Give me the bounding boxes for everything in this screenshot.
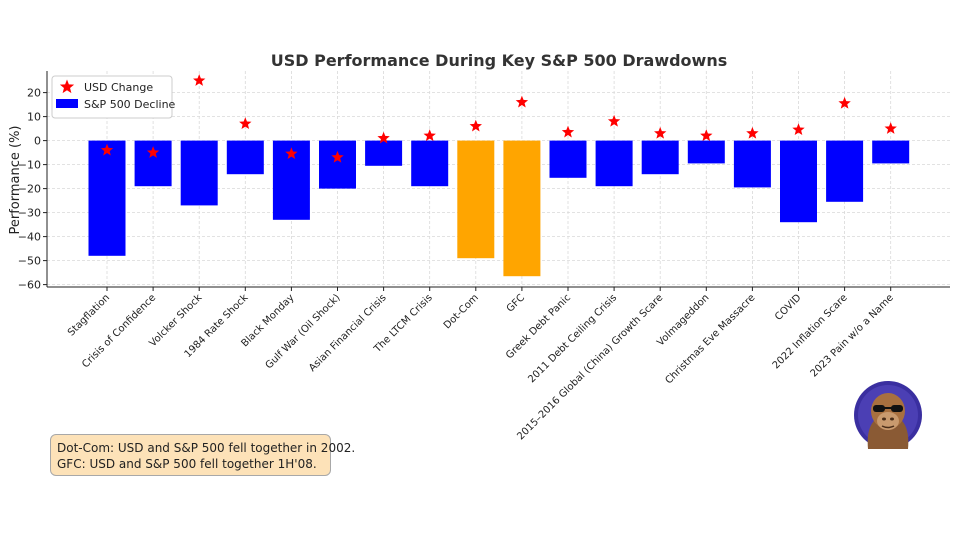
bar-15	[733, 140, 771, 188]
bar-11	[549, 140, 587, 178]
bar-16	[780, 140, 817, 223]
usd-star-3	[193, 74, 206, 86]
usd-star-14	[700, 129, 713, 142]
bar-3	[180, 140, 218, 206]
annotation-box: Dot-Com: USD and S&P 500 fell together i…	[50, 434, 356, 476]
usd-star-17	[838, 96, 851, 109]
bar-1	[88, 140, 126, 256]
x-tick-label: 2011 Debt Ceiling Crisis	[526, 292, 619, 385]
bar-12	[595, 140, 633, 187]
usd-star-2	[146, 146, 160, 158]
bars	[88, 140, 910, 277]
x-tick-label: Christmas Eve Massacre	[663, 292, 757, 386]
usd-star-5	[285, 147, 298, 160]
y-axis-label: Performance (%)	[8, 125, 23, 234]
usd-star-8	[423, 129, 436, 142]
x-tick-label: Dot-Com	[442, 292, 481, 331]
legend-frame	[51, 75, 173, 119]
usd-star-1	[100, 143, 114, 156]
usd-star-10	[515, 95, 529, 108]
x-tick-label: COVID	[773, 292, 804, 323]
x-tick-label: Gulf War (Oil Shock)	[264, 292, 343, 371]
usd-star-6	[331, 150, 344, 163]
x-tick-label: 2023 Pain w/o a Name	[809, 292, 896, 379]
bar-14	[687, 140, 725, 164]
annotation-dotcom: Dot-Com: USD and S&P 500 fell together i…	[57, 441, 356, 455]
legend-label-sp500: S&P 500 Decline	[84, 98, 176, 111]
usd-star-12	[607, 114, 621, 127]
bar-4	[226, 140, 264, 175]
y-tick-label: −50	[18, 255, 41, 268]
usd-star-15	[746, 126, 759, 139]
y-tick-label: −60	[18, 279, 41, 292]
usd-star-11	[561, 125, 575, 138]
chart-title: USD Performance During Key S&P 500 Drawd…	[271, 51, 728, 70]
x-tick-label: Asian Financial Crisis	[307, 292, 389, 374]
y-tick-label: −30	[18, 207, 41, 220]
x-tick-label: GFC	[505, 292, 527, 314]
x-tick-label: Stagflation	[66, 292, 112, 338]
legend: USD Change S&P 500 Decline	[51, 75, 176, 119]
usd-star-16	[792, 123, 805, 136]
bar-13	[641, 140, 679, 175]
usd-star-4	[239, 117, 252, 130]
bar-7	[365, 140, 403, 166]
bar-10	[503, 140, 541, 277]
bar-8	[411, 140, 449, 187]
bar-6	[319, 140, 356, 189]
y-tick-label: −10	[18, 159, 41, 172]
y-tick-label: 20	[27, 87, 41, 100]
gorilla-avatar-icon	[854, 381, 922, 449]
x-tick-label: 2022 Inflation Scare	[771, 292, 850, 371]
usd-star-7	[377, 131, 390, 144]
legend-bar-swatch	[56, 99, 78, 108]
y-tick-label: 10	[27, 111, 41, 124]
legend-label-usd: USD Change	[84, 81, 153, 94]
y-tick-label: 0	[34, 135, 41, 148]
usd-star-13	[654, 126, 667, 139]
bar-17	[826, 140, 864, 202]
bar-9	[457, 140, 495, 259]
usd-star-18	[884, 122, 897, 134]
y-tick-label: −40	[18, 231, 41, 244]
y-tick-label: −20	[18, 183, 41, 196]
usd-stars	[100, 74, 897, 163]
usd-star-9	[469, 119, 482, 132]
bar-18	[872, 140, 910, 164]
annotation-gfc: GFC: USD and S&P 500 fell together 1H'08…	[57, 457, 317, 471]
legend-star-marker	[59, 79, 75, 94]
